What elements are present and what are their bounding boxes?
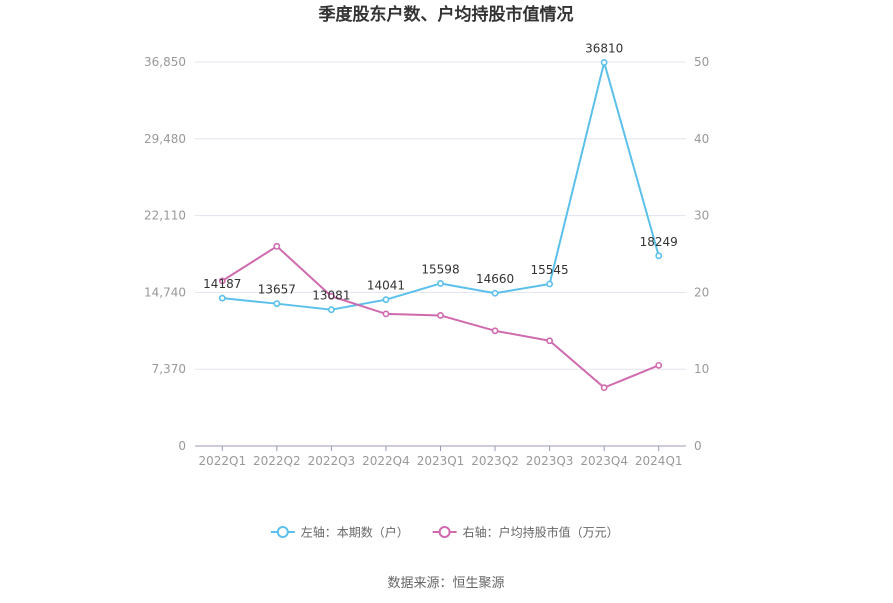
- legend-marker: [276, 526, 289, 538]
- legend[interactable]: 左轴：本期数（户） 右轴：户均持股市值（万元）: [270, 525, 619, 540]
- x-tick-label: 2023Q4: [580, 454, 628, 468]
- data-labels: 14187 13657 13081 14041 15598 14660 15545 36810…: [203, 41, 678, 302]
- data-point: [437, 312, 444, 319]
- data-point: [546, 280, 554, 288]
- data-point: [218, 294, 226, 302]
- x-tick-label: 2024Q1: [635, 454, 683, 468]
- data-label: 13081: [312, 289, 350, 303]
- data-point: [491, 289, 499, 297]
- data-point: [546, 337, 554, 345]
- legend-item-1[interactable]: 右轴：户均持股市值（万元）: [432, 525, 619, 540]
- data-point: [218, 277, 226, 285]
- data-point: [600, 59, 608, 66]
- data-point: [273, 300, 281, 308]
- chart-title: 季度股东户数、户均持股市值情况: [319, 4, 574, 25]
- x-tick-label: 2022Q2: [253, 454, 301, 468]
- x-tick-label: 2023Q2: [471, 454, 519, 468]
- data-point: [655, 252, 663, 260]
- legend-label: 左轴：本期数（户）: [301, 525, 409, 540]
- grid: [195, 61, 686, 447]
- x-tick-label: 2022Q4: [362, 454, 410, 468]
- left-tick-label: 0: [178, 439, 186, 453]
- right-tick-label: 30: [694, 209, 709, 223]
- legend-item-0[interactable]: 左轴：本期数（户）: [270, 525, 409, 540]
- left-axis-ticks: 0 7,370 14,740 22,110 29,480 36,850: [144, 55, 186, 453]
- right-tick-label: 10: [694, 362, 709, 376]
- x-tick-label: 2022Q1: [198, 454, 246, 468]
- data-label: 14041: [367, 279, 405, 293]
- data-label: 14187: [203, 277, 241, 291]
- x-tick-label: 2023Q1: [417, 454, 465, 468]
- data-point: [437, 280, 444, 287]
- series-group: [218, 59, 663, 392]
- right-tick-label: 20: [694, 285, 709, 299]
- data-point: [382, 310, 390, 318]
- data-point: [655, 361, 663, 369]
- x-axis-ticks: 2022Q1 2022Q2 2022Q3 2022Q4 2023Q1 2023Q2 2023…: [198, 446, 683, 468]
- left-tick-label: 7,370: [152, 362, 186, 376]
- data-label: 14660: [476, 272, 514, 286]
- left-tick-label: 29,480: [144, 132, 186, 146]
- data-point: [382, 296, 390, 304]
- data-label: 15545: [531, 263, 569, 277]
- data-label: 36810: [585, 41, 623, 55]
- x-tick-label: 2022Q3: [308, 454, 356, 468]
- data-label: 18249: [640, 235, 678, 249]
- right-tick-label: 40: [694, 132, 709, 146]
- data-point: [491, 327, 499, 335]
- data-label: 15598: [421, 262, 459, 276]
- data-label: 13657: [258, 283, 296, 297]
- data-point: [273, 242, 281, 250]
- data-point: [600, 384, 608, 392]
- left-tick-label: 36,850: [144, 55, 186, 69]
- right-tick-label: 0: [694, 439, 702, 453]
- legend-marker: [438, 526, 451, 538]
- x-tick-label: 2023Q3: [526, 454, 574, 468]
- data-point: [327, 306, 335, 314]
- right-axis-ticks: 0 10 20 30 40 50: [694, 55, 709, 453]
- data-point: [327, 292, 335, 300]
- legend-label: 右轴：户均持股市值（万元）: [463, 525, 619, 540]
- right-tick-label: 50: [694, 55, 709, 69]
- left-tick-label: 22,110: [144, 209, 186, 223]
- source-note: 数据来源：恒生聚源: [387, 576, 504, 591]
- left-tick-label: 14,740: [144, 285, 186, 299]
